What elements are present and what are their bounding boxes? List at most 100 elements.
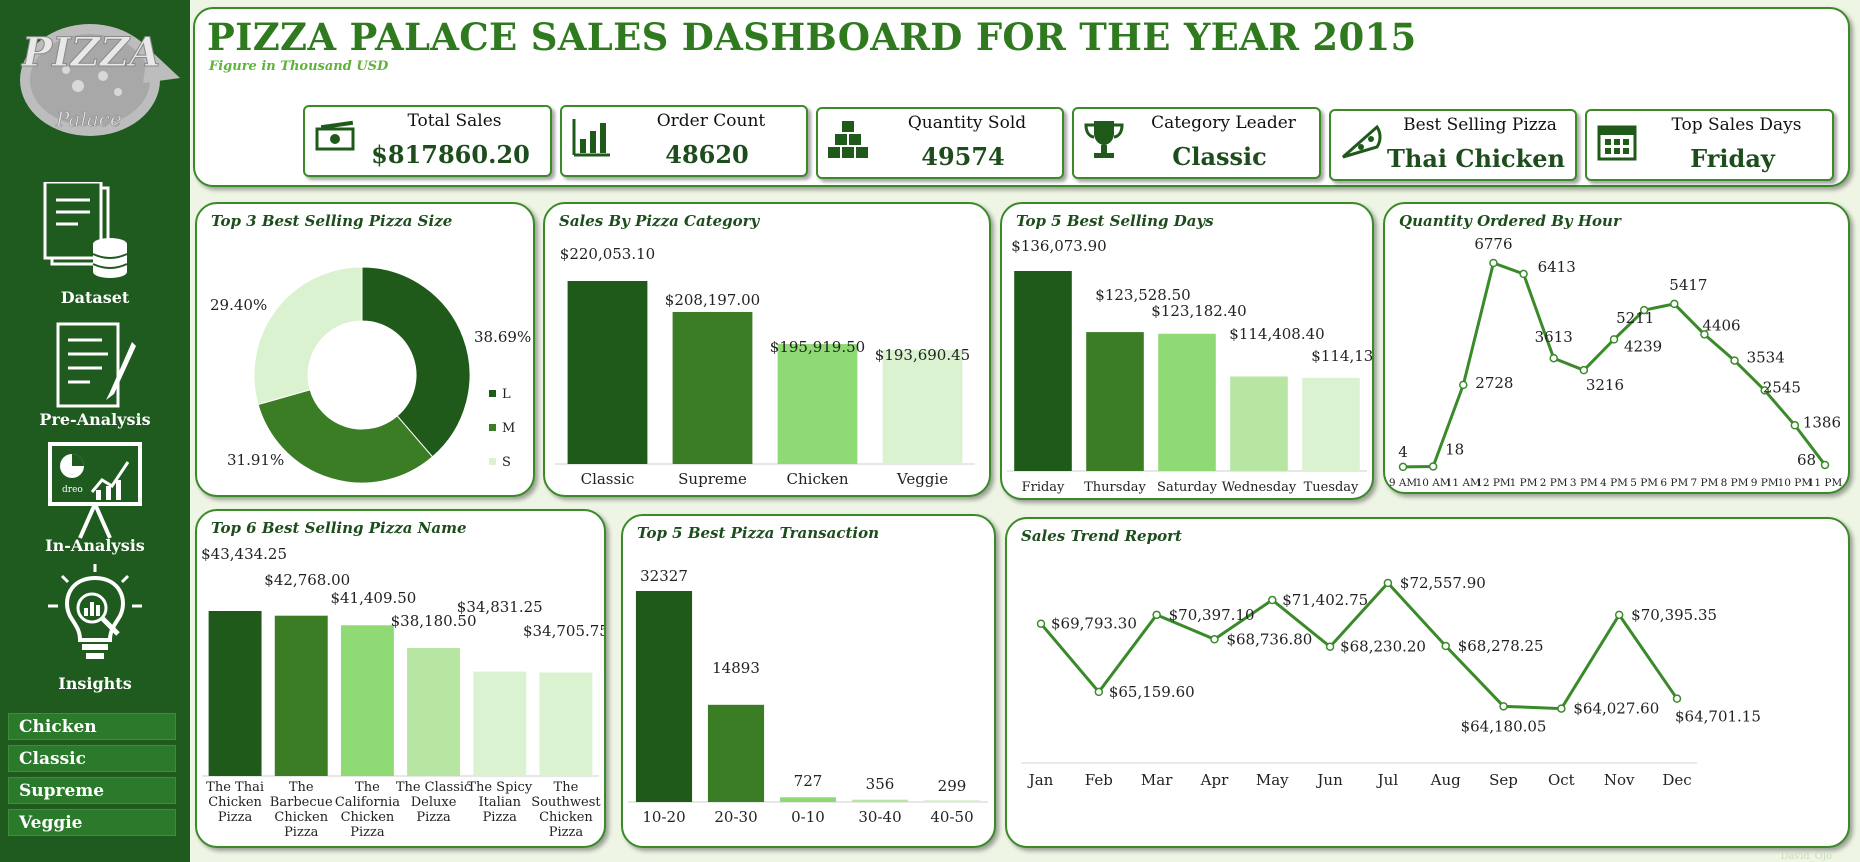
data-label: $114,408.40	[1229, 325, 1324, 343]
category-label: 9 PM	[1751, 477, 1779, 489]
data-label: 1386	[1803, 413, 1841, 431]
kpi-label: Top Sales Days	[1671, 115, 1802, 135]
page-subtitle: Figure in Thousand USD	[209, 59, 389, 74]
data-label: 4239	[1624, 337, 1662, 355]
chart-title: Quantity Ordered By Hour	[1399, 212, 1621, 230]
slicer-supreme[interactable]: Supreme	[8, 777, 176, 804]
data-point	[1700, 330, 1709, 339]
category-label: Pizza	[483, 810, 518, 825]
data-point	[1760, 386, 1769, 395]
logo-text-pizza: PIZZA	[21, 29, 160, 76]
legend-label: M	[502, 421, 515, 436]
nav-dataset[interactable]: Dataset	[60, 288, 130, 307]
nav-pre-analysis[interactable]: Pre-Analysis	[39, 410, 151, 429]
category-label: Jan	[1027, 771, 1054, 789]
data-label: $71,402.75	[1282, 591, 1368, 609]
bar-1	[567, 281, 648, 464]
sidebar: PIZZA Palace Dataset Pre-Analysis dreo	[0, 0, 190, 862]
category-label: 8 PM	[1721, 477, 1749, 489]
data-label: $43,434.25	[201, 545, 287, 563]
category-label: Pizza	[284, 825, 319, 840]
data-label: 3613	[1535, 328, 1573, 346]
bar-1	[208, 611, 262, 776]
data-point	[1459, 380, 1468, 390]
category-label: Aug	[1430, 771, 1461, 789]
bar-chart-transactions: 32327 10-20 14893 20-30 727 0-10 356 30-40 299 40…	[628, 567, 988, 826]
kpi-value: Friday	[1690, 144, 1775, 173]
slicer-classic[interactable]: Classic	[8, 745, 176, 772]
chart-title: Top 6 Best Selling Pizza Name	[211, 519, 467, 537]
data-label: $193,690.45	[875, 346, 970, 364]
data-label: $68,278.25	[1458, 637, 1544, 655]
kpi-value: Thai Chicken	[1387, 144, 1565, 173]
data-label: 356	[866, 775, 895, 793]
data-label: $220,053.10	[560, 245, 655, 263]
category-label: Italian	[478, 795, 521, 810]
category-label: 1 PM	[1510, 477, 1538, 489]
chart-title: Top 5 Best Pizza Transaction	[637, 524, 880, 542]
chart-title: Top 5 Best Selling Days	[1016, 212, 1214, 230]
bar-chart-days: $136,073.90 Friday $123,528.50 Thursday $123…	[1007, 237, 1372, 495]
data-point	[1428, 462, 1438, 471]
data-label: $68,230.20	[1340, 638, 1426, 656]
data-point	[1152, 610, 1161, 620]
bar-6	[539, 672, 593, 776]
category-label: Southwest	[531, 795, 601, 810]
chart-title: Sales Trend Report	[1021, 527, 1182, 545]
bar-1	[1014, 271, 1072, 471]
slicer-veggie[interactable]: Veggie	[8, 809, 176, 836]
data-label: 31.91%	[227, 451, 284, 469]
data-label: $114,133.80	[1311, 347, 1372, 365]
line-chart-hour: 4 9 AM 18 10 AM 2728 11 AM 6776 12 PM 6413 1 PM 36…	[1389, 235, 1843, 489]
nav-insights[interactable]: Insights	[58, 674, 132, 693]
data-label: $195,919.50	[770, 338, 865, 356]
dashboard-main: PIZZA PALACE SALES DASHBOARD FOR THE YEA…	[190, 0, 1860, 862]
panel-transactions: Top 5 Best Pizza Transaction 32327 10-20 1…	[621, 514, 996, 848]
slicer-chicken[interactable]: Chicken	[8, 713, 176, 740]
document-pen-icon[interactable]	[40, 320, 150, 420]
legend-swatch	[489, 390, 496, 397]
data-label: $69,793.30	[1051, 615, 1137, 633]
nav-in-analysis[interactable]: In-Analysis	[45, 536, 145, 555]
category-label: 0-10	[791, 808, 825, 826]
data-point	[1820, 460, 1830, 470]
bar-3	[779, 797, 837, 802]
panel-pizza-size: Top 3 Best Selling Pizza Size 38.69% 31.9…	[195, 202, 535, 497]
kpi-label: Best Selling Pizza	[1403, 115, 1557, 135]
panel-hour: Quantity Ordered By Hour 4 9 AM 18 10 AM 272…	[1383, 202, 1850, 494]
category-label: Barbecue	[270, 795, 333, 810]
kpi-label: Total Sales	[407, 111, 502, 131]
category-label: Mar	[1141, 771, 1173, 789]
calendar-icon	[1597, 125, 1637, 161]
data-label: 68	[1797, 451, 1816, 469]
logo-text-palace: Palace	[55, 107, 122, 131]
chart-title: Sales By Pizza Category	[559, 212, 760, 230]
data-label: $70,395.35	[1631, 606, 1717, 624]
document-database-icon[interactable]	[40, 182, 150, 282]
category-label: Chicken	[208, 795, 262, 810]
category-label: Pizza	[218, 810, 253, 825]
bar-4	[882, 349, 963, 464]
series-line	[1039, 580, 1679, 711]
data-point	[1557, 704, 1566, 713]
data-label: $136,073.90	[1011, 237, 1106, 255]
data-label: $38,180.50	[391, 612, 477, 630]
pizza-palace-logo: PIZZA Palace	[20, 24, 180, 136]
kpi-value: 49574	[921, 142, 1005, 171]
lightbulb-chart-icon[interactable]	[40, 562, 150, 662]
data-point	[1609, 335, 1619, 344]
legend-label: L	[502, 387, 511, 402]
data-label: 18	[1445, 440, 1464, 458]
data-label: 38.69%	[474, 328, 531, 346]
category-label: Feb	[1085, 771, 1113, 789]
data-point	[1670, 299, 1679, 309]
presentation-board-icon[interactable]: dreo	[40, 440, 150, 540]
data-label: $68,736.80	[1226, 630, 1312, 648]
data-point	[1325, 642, 1335, 651]
category-label: Classic	[581, 470, 635, 488]
data-label: 32327	[640, 567, 688, 585]
category-label: The	[355, 780, 380, 795]
data-label: 299	[938, 777, 967, 795]
category-label: Sep	[1489, 771, 1518, 789]
